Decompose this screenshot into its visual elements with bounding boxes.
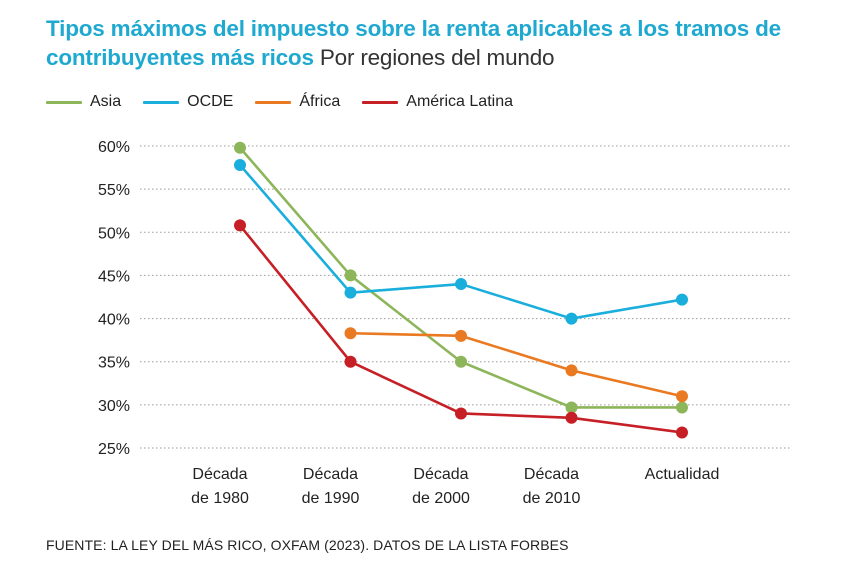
y-tick-label: 30% bbox=[98, 398, 130, 415]
legend-label-america-latina: América Latina bbox=[406, 93, 513, 110]
data-point-africa bbox=[565, 364, 578, 377]
data-point-ocde bbox=[455, 278, 467, 291]
y-tick-label: 35% bbox=[98, 355, 130, 372]
x-tick-label: Actualidad bbox=[645, 466, 720, 483]
data-point-america-latina bbox=[234, 219, 246, 232]
data-point-asia bbox=[234, 141, 246, 154]
data-point-ocde bbox=[234, 158, 246, 171]
legend-swatch-africa bbox=[255, 100, 292, 104]
legend-label-africa: África bbox=[299, 93, 341, 110]
x-tick-label: Década bbox=[192, 466, 247, 483]
x-tick-label: de 1980 bbox=[191, 490, 249, 507]
data-point-asia bbox=[344, 269, 357, 282]
data-point-ocde bbox=[676, 293, 688, 306]
data-point-asia bbox=[676, 401, 688, 414]
x-tick-label: Década bbox=[524, 466, 579, 483]
data-point-africa bbox=[455, 329, 467, 342]
legend-item-america-latina: América Latina bbox=[362, 93, 513, 111]
x-tick-label: de 2010 bbox=[523, 490, 581, 507]
legend-swatch-ocde bbox=[143, 100, 180, 104]
y-tick-label: 60% bbox=[98, 139, 130, 156]
legend-label-asia: Asia bbox=[90, 93, 122, 110]
y-tick-label: 25% bbox=[98, 441, 130, 458]
chart-title: Tipos máximos del impuesto sobre la rent… bbox=[46, 14, 836, 72]
title-main: Tipos máximos del impuesto sobre la rent… bbox=[46, 16, 781, 70]
x-tick-label: Década bbox=[413, 466, 468, 483]
legend-swatch-asia bbox=[46, 100, 82, 104]
data-point-africa bbox=[344, 327, 357, 340]
data-point-america-latina bbox=[676, 426, 688, 439]
y-tick-label: 55% bbox=[98, 182, 130, 199]
y-tick-label: 45% bbox=[98, 268, 130, 285]
data-point-america-latina bbox=[565, 411, 578, 424]
series-line-ocde bbox=[239, 164, 683, 320]
data-point-asia bbox=[455, 355, 467, 368]
series-line-africa bbox=[350, 331, 683, 398]
legend-item-asia: Asia bbox=[46, 93, 121, 111]
data-point-asia bbox=[565, 401, 578, 414]
legend-label-ocde: OCDE bbox=[187, 93, 234, 110]
y-tick-label: 40% bbox=[98, 312, 130, 329]
y-tick-label: 50% bbox=[98, 225, 130, 242]
data-point-america-latina bbox=[344, 355, 357, 368]
data-point-america-latina bbox=[455, 407, 467, 420]
x-tick-label: de 2000 bbox=[412, 490, 470, 507]
x-tick-label: Década bbox=[303, 466, 358, 483]
x-tick-label: de 1990 bbox=[302, 490, 360, 507]
series-line-america-latina bbox=[238, 224, 683, 434]
legend-item-ocde: OCDE bbox=[143, 93, 233, 111]
legend: Asia OCDE África América Latina bbox=[46, 93, 513, 111]
data-point-ocde bbox=[565, 312, 578, 325]
data-point-ocde bbox=[344, 286, 357, 299]
data-point-africa bbox=[676, 390, 688, 403]
title-subtitle: Por regiones del mundo bbox=[319, 45, 555, 70]
legend-item-africa: África bbox=[255, 93, 340, 111]
source-note: FUENTE: LA LEY DEL MÁS RICO, OXFAM (2023… bbox=[46, 537, 569, 553]
series-line-asia bbox=[239, 146, 682, 409]
legend-swatch-america-latina bbox=[362, 100, 399, 104]
